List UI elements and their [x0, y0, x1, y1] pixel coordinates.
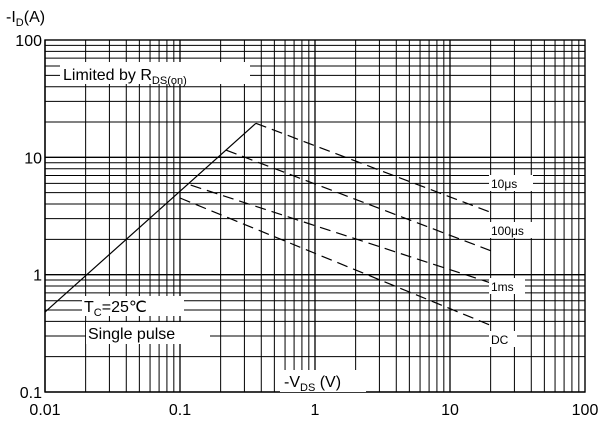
- y-tick-label: 10: [24, 150, 42, 167]
- svg-text:-VDS (V): -VDS (V): [284, 374, 341, 394]
- series-line-100μs: [225, 149, 491, 252]
- series-lines: [44, 122, 491, 326]
- x-tick-label: 0.01: [29, 402, 60, 419]
- x-tick-label: 100: [572, 402, 599, 419]
- y-tick-label: 0.1: [20, 385, 42, 402]
- series-label-1ms: 1ms: [489, 278, 525, 294]
- series-line-rdson-limit: [44, 122, 257, 313]
- series-label-10us: 10μs: [489, 175, 533, 191]
- series-label-dc: DC: [489, 331, 517, 347]
- annotation-limited: Limited by RDS(on): [60, 62, 250, 87]
- y-tick-labels: 0.1 1 10 100: [15, 33, 42, 402]
- svg-text:TC=25℃: TC=25℃: [84, 299, 147, 319]
- series-line-10μs: [255, 122, 491, 213]
- x-tick-labels: 0.01 0.1 1 10 100: [29, 402, 598, 419]
- x-axis-title: -VDS (V): [280, 370, 366, 394]
- series-line-1ms: [190, 184, 491, 284]
- series-line-dc: [179, 197, 491, 326]
- svg-text:DC: DC: [491, 333, 509, 347]
- svg-text:Limited by RDS(on): Limited by RDS(on): [63, 67, 187, 87]
- x-tick-label: 10: [441, 402, 459, 419]
- y-tick-label: 100: [15, 33, 42, 50]
- annotation-temperature: TC=25℃: [82, 296, 184, 319]
- svg-text:10μs: 10μs: [491, 177, 517, 191]
- series-label-100us: 100μs: [489, 222, 541, 238]
- svg-text:Single pulse: Single pulse: [88, 326, 175, 343]
- y-axis-title: -ID(A): [6, 9, 45, 29]
- x-tick-label: 1: [311, 402, 320, 419]
- annotation-single-pulse: Single pulse: [86, 322, 210, 344]
- y-tick-label: 1: [33, 268, 42, 285]
- svg-text:100μs: 100μs: [491, 224, 524, 238]
- x-tick-label: 0.1: [169, 402, 191, 419]
- svg-text:1ms: 1ms: [491, 280, 514, 294]
